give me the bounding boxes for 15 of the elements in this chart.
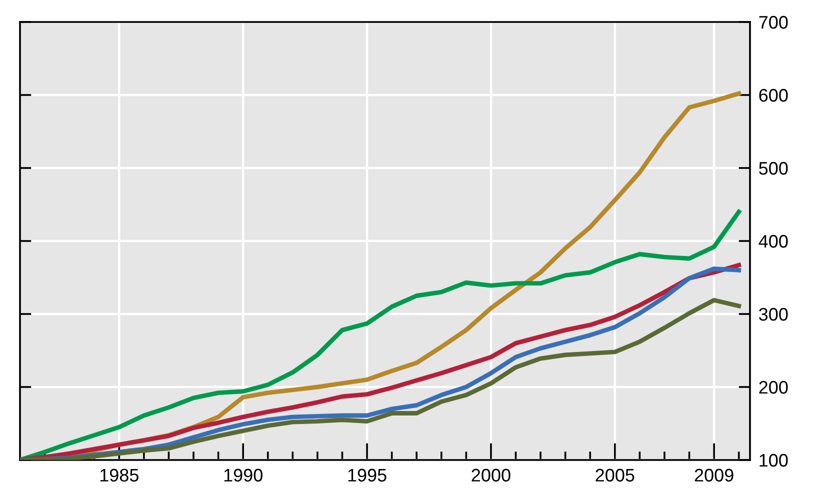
y-tick-label: 500 xyxy=(759,162,788,175)
line-series xyxy=(20,210,742,460)
x-tick-label: 1990 xyxy=(224,468,262,482)
y-tick-label: 400 xyxy=(758,234,788,248)
x-tick-label: 2005 xyxy=(596,468,634,482)
y-tick-label: 700 xyxy=(759,16,788,29)
y-tick-label: 100 xyxy=(760,454,788,467)
y-tick-label: 200 xyxy=(759,380,788,394)
line-series xyxy=(20,298,742,460)
y-tick-label: 300 xyxy=(759,308,788,321)
y-tick-label: 600 xyxy=(759,88,788,102)
x-tick-label: 1985 xyxy=(100,468,138,482)
x-tick-label: 1995 xyxy=(348,468,386,482)
x-tick-label: 2000 xyxy=(472,468,510,482)
x-tick-label: 2009 xyxy=(694,468,734,482)
